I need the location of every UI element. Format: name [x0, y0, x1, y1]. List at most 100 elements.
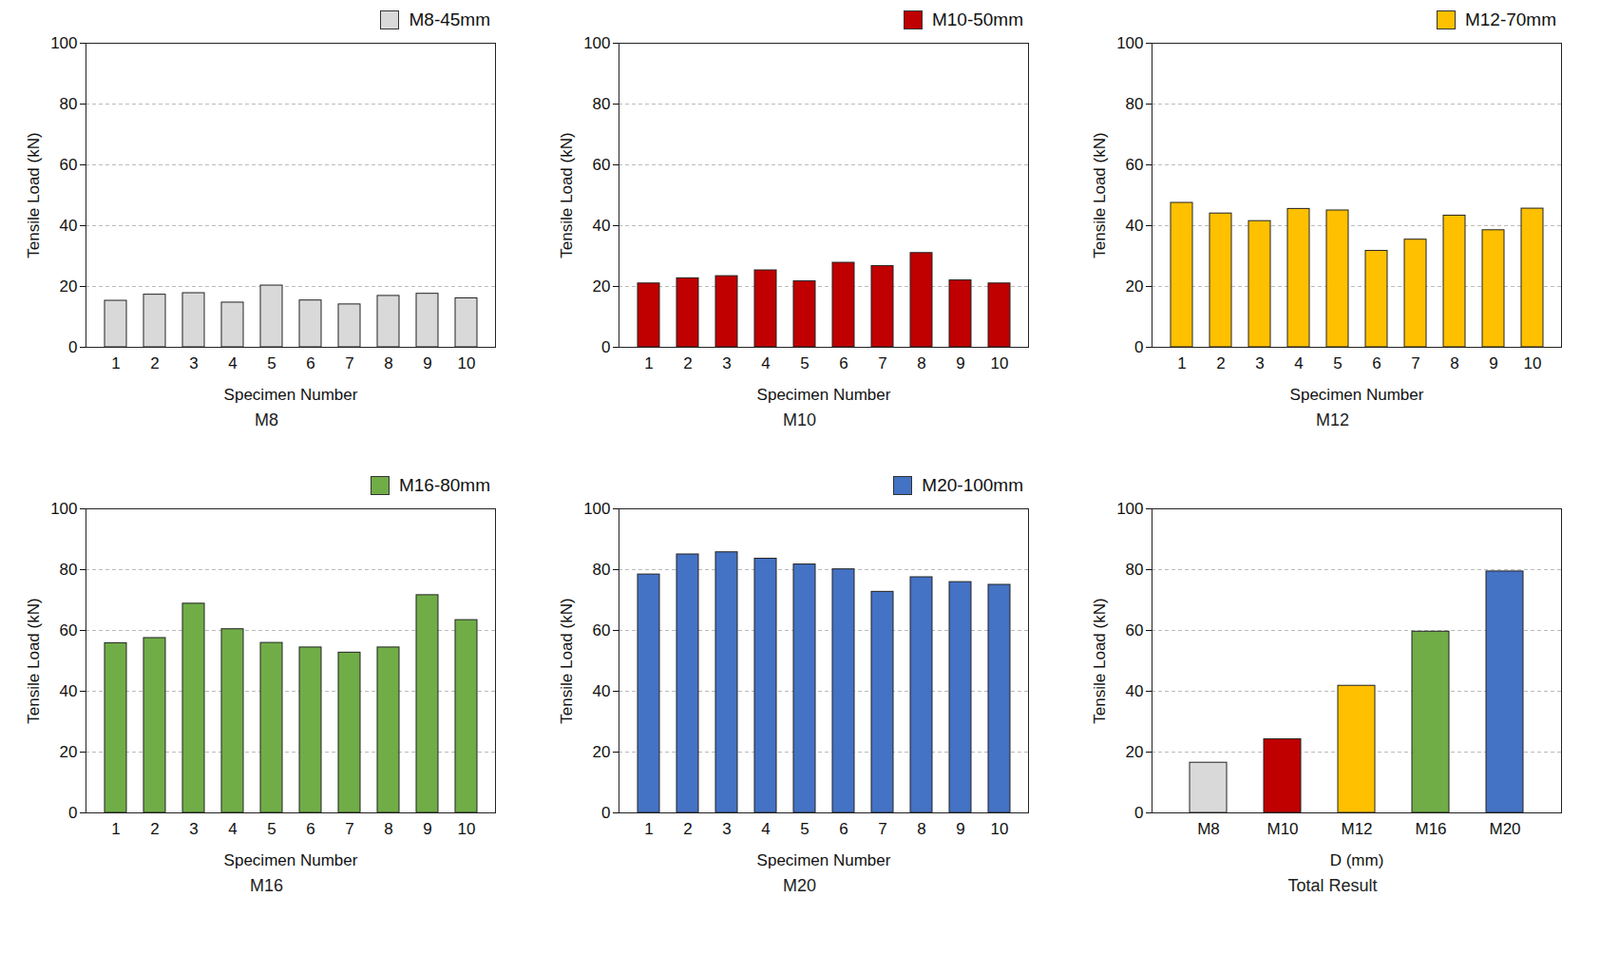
- svg-text:6: 6: [838, 819, 848, 839]
- svg-text:9: 9: [1488, 354, 1498, 373]
- svg-text:M20: M20: [1488, 819, 1521, 839]
- svg-text:40: 40: [592, 682, 611, 701]
- svg-text:60: 60: [59, 155, 78, 174]
- svg-text:60: 60: [1125, 621, 1144, 640]
- svg-text:7: 7: [877, 819, 887, 839]
- svg-text:3: 3: [1255, 354, 1264, 373]
- svg-text:4: 4: [761, 354, 770, 373]
- svg-text:1: 1: [644, 819, 653, 839]
- svg-text:M8: M8: [1197, 819, 1220, 839]
- svg-text:100: 100: [1116, 34, 1143, 53]
- svg-text:Tensile Load (kN): Tensile Load (kN): [1090, 132, 1109, 258]
- svg-text:Specimen Number: Specimen Number: [757, 385, 892, 404]
- svg-text:20: 20: [1125, 742, 1144, 762]
- svg-text:4: 4: [1294, 354, 1303, 373]
- svg-text:80: 80: [592, 95, 611, 114]
- svg-text:60: 60: [592, 621, 611, 640]
- svg-text:8: 8: [383, 819, 393, 839]
- svg-text:6: 6: [305, 819, 315, 839]
- svg-text:4: 4: [228, 354, 237, 373]
- svg-text:Tensile Load (kN): Tensile Load (kN): [1090, 597, 1109, 724]
- svg-text:0: 0: [1134, 803, 1143, 822]
- svg-text:60: 60: [592, 155, 611, 174]
- svg-text:1: 1: [111, 819, 120, 839]
- svg-text:60: 60: [59, 621, 78, 640]
- svg-text:7: 7: [877, 354, 887, 373]
- svg-text:7: 7: [344, 354, 354, 373]
- svg-text:20: 20: [592, 277, 611, 296]
- svg-text:1: 1: [1177, 354, 1186, 373]
- svg-text:60: 60: [1125, 155, 1144, 174]
- svg-text:100: 100: [50, 499, 77, 518]
- svg-text:Tensile Load (kN): Tensile Load (kN): [24, 132, 43, 258]
- svg-text:40: 40: [59, 216, 78, 235]
- svg-text:M10: M10: [1266, 819, 1298, 839]
- svg-text:2: 2: [150, 819, 159, 839]
- svg-text:Specimen Number: Specimen Number: [224, 851, 359, 870]
- svg-text:40: 40: [592, 216, 611, 235]
- svg-text:7: 7: [344, 819, 354, 839]
- svg-text:0: 0: [68, 338, 77, 357]
- svg-text:2: 2: [1216, 354, 1225, 373]
- svg-text:9: 9: [422, 354, 432, 373]
- svg-text:100: 100: [583, 34, 610, 53]
- svg-text:2: 2: [683, 354, 692, 373]
- svg-text:2: 2: [683, 819, 692, 839]
- svg-text:1: 1: [111, 354, 120, 373]
- svg-text:8: 8: [916, 354, 926, 373]
- svg-text:Tensile Load (kN): Tensile Load (kN): [24, 597, 43, 724]
- svg-text:100: 100: [50, 34, 77, 53]
- svg-text:100: 100: [1116, 499, 1143, 518]
- svg-text:9: 9: [422, 819, 432, 839]
- svg-text:3: 3: [189, 354, 198, 373]
- svg-text:M16: M16: [1414, 819, 1447, 839]
- svg-text:20: 20: [59, 277, 78, 296]
- svg-text:3: 3: [722, 354, 731, 373]
- svg-text:10: 10: [457, 819, 477, 839]
- svg-text:40: 40: [1125, 682, 1144, 701]
- svg-text:7: 7: [1410, 354, 1420, 373]
- svg-text:80: 80: [1125, 95, 1144, 114]
- svg-text:80: 80: [59, 560, 78, 579]
- svg-text:3: 3: [189, 819, 198, 839]
- svg-text:6: 6: [1371, 354, 1381, 373]
- svg-text:40: 40: [1125, 216, 1144, 235]
- svg-text:M12: M12: [1340, 819, 1372, 839]
- svg-text:10: 10: [990, 354, 1010, 373]
- svg-text:6: 6: [305, 354, 315, 373]
- svg-text:20: 20: [1125, 277, 1144, 296]
- svg-text:5: 5: [1333, 354, 1342, 373]
- svg-text:8: 8: [383, 354, 393, 373]
- svg-text:0: 0: [601, 803, 610, 822]
- svg-text:6: 6: [838, 354, 848, 373]
- svg-text:Tensile Load (kN): Tensile Load (kN): [557, 132, 576, 258]
- svg-text:80: 80: [59, 95, 78, 114]
- svg-text:100: 100: [583, 499, 610, 518]
- svg-text:8: 8: [1449, 354, 1459, 373]
- svg-text:4: 4: [761, 819, 770, 839]
- svg-text:5: 5: [266, 354, 276, 373]
- svg-text:1: 1: [644, 354, 653, 373]
- svg-text:5: 5: [800, 354, 809, 373]
- svg-text:Specimen Number: Specimen Number: [224, 385, 359, 404]
- svg-text:9: 9: [955, 819, 965, 839]
- svg-text:5: 5: [800, 819, 809, 839]
- svg-text:Tensile Load (kN): Tensile Load (kN): [557, 597, 576, 724]
- svg-text:80: 80: [592, 560, 611, 579]
- svg-text:0: 0: [68, 803, 77, 822]
- svg-text:10: 10: [1523, 354, 1543, 373]
- svg-text:3: 3: [722, 819, 731, 839]
- svg-text:Specimen Number: Specimen Number: [1290, 385, 1425, 404]
- svg-text:4: 4: [228, 819, 237, 839]
- svg-text:10: 10: [457, 354, 477, 373]
- svg-text:5: 5: [266, 819, 276, 839]
- svg-text:Specimen Number: Specimen Number: [757, 851, 892, 870]
- svg-text:9: 9: [955, 354, 965, 373]
- svg-text:20: 20: [592, 742, 611, 762]
- svg-text:8: 8: [916, 819, 926, 839]
- svg-text:D (mm): D (mm): [1330, 851, 1385, 870]
- svg-text:0: 0: [1134, 338, 1143, 357]
- svg-text:80: 80: [1125, 560, 1144, 579]
- svg-text:10: 10: [990, 819, 1010, 839]
- svg-text:40: 40: [59, 682, 78, 701]
